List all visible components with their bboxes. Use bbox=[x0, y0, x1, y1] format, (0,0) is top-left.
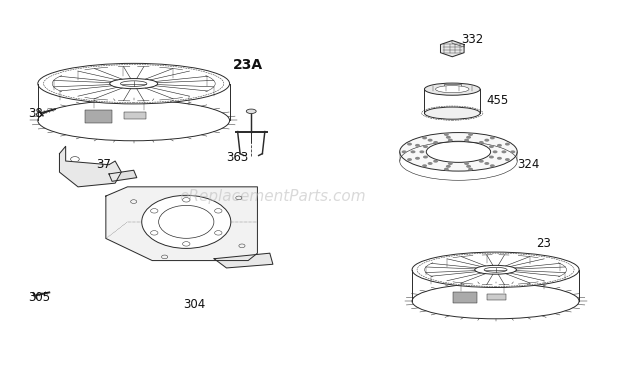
Ellipse shape bbox=[120, 81, 147, 87]
Circle shape bbox=[423, 155, 428, 158]
Circle shape bbox=[151, 209, 158, 213]
Circle shape bbox=[466, 136, 471, 139]
Bar bbox=[86, 110, 112, 122]
Text: 324: 324 bbox=[517, 158, 539, 171]
Ellipse shape bbox=[427, 141, 490, 162]
Circle shape bbox=[479, 160, 484, 163]
Circle shape bbox=[151, 231, 158, 235]
Circle shape bbox=[410, 150, 415, 153]
Circle shape bbox=[448, 139, 453, 142]
Text: 23A: 23A bbox=[232, 58, 263, 72]
Circle shape bbox=[99, 175, 107, 180]
Circle shape bbox=[422, 164, 427, 167]
Circle shape bbox=[493, 150, 497, 153]
Circle shape bbox=[484, 139, 489, 142]
Bar bbox=[124, 112, 146, 120]
Circle shape bbox=[428, 162, 433, 165]
Ellipse shape bbox=[110, 78, 157, 89]
Circle shape bbox=[407, 142, 412, 145]
Circle shape bbox=[479, 141, 484, 144]
Circle shape bbox=[444, 168, 449, 171]
Circle shape bbox=[464, 139, 469, 142]
Circle shape bbox=[505, 142, 510, 145]
Text: 455: 455 bbox=[486, 94, 508, 107]
Circle shape bbox=[159, 205, 214, 238]
Circle shape bbox=[433, 160, 438, 163]
Circle shape bbox=[182, 198, 190, 202]
Polygon shape bbox=[106, 187, 257, 260]
Circle shape bbox=[215, 231, 222, 235]
Ellipse shape bbox=[412, 252, 579, 287]
Circle shape bbox=[489, 155, 494, 158]
Ellipse shape bbox=[425, 107, 480, 119]
Circle shape bbox=[407, 158, 412, 161]
Circle shape bbox=[464, 162, 469, 165]
Circle shape bbox=[182, 242, 190, 246]
Circle shape bbox=[489, 145, 494, 148]
Bar bbox=[444, 84, 461, 91]
Circle shape bbox=[468, 168, 473, 171]
Text: 23: 23 bbox=[536, 238, 551, 250]
Circle shape bbox=[502, 150, 507, 153]
Circle shape bbox=[446, 45, 458, 52]
Polygon shape bbox=[60, 146, 122, 187]
Ellipse shape bbox=[425, 83, 480, 95]
Text: 38: 38 bbox=[29, 107, 43, 120]
Circle shape bbox=[446, 165, 451, 168]
Text: 363: 363 bbox=[226, 151, 249, 164]
Circle shape bbox=[428, 139, 433, 142]
Circle shape bbox=[510, 150, 515, 153]
Circle shape bbox=[423, 145, 428, 148]
Text: eReplacementParts.com: eReplacementParts.com bbox=[180, 189, 366, 204]
Ellipse shape bbox=[484, 268, 507, 272]
Circle shape bbox=[415, 157, 420, 160]
Ellipse shape bbox=[400, 132, 517, 171]
Circle shape bbox=[402, 150, 407, 153]
Circle shape bbox=[466, 165, 471, 168]
Circle shape bbox=[419, 150, 424, 153]
Bar bbox=[487, 294, 506, 300]
Bar bbox=[453, 292, 477, 303]
Circle shape bbox=[448, 162, 453, 165]
Polygon shape bbox=[109, 170, 137, 181]
Circle shape bbox=[415, 144, 420, 147]
Circle shape bbox=[422, 137, 427, 139]
Circle shape bbox=[433, 141, 438, 144]
Circle shape bbox=[505, 158, 510, 161]
Circle shape bbox=[497, 157, 502, 160]
Ellipse shape bbox=[38, 63, 229, 104]
Circle shape bbox=[468, 133, 473, 136]
Circle shape bbox=[490, 164, 495, 167]
Circle shape bbox=[142, 195, 231, 248]
Circle shape bbox=[497, 144, 502, 147]
Text: 305: 305 bbox=[29, 291, 51, 304]
Ellipse shape bbox=[436, 85, 469, 93]
Polygon shape bbox=[440, 40, 464, 57]
Circle shape bbox=[484, 162, 489, 165]
Text: 37: 37 bbox=[97, 158, 112, 171]
Text: 332: 332 bbox=[461, 33, 484, 46]
Circle shape bbox=[444, 133, 449, 136]
Circle shape bbox=[446, 136, 451, 139]
Polygon shape bbox=[214, 253, 273, 268]
Ellipse shape bbox=[246, 109, 256, 114]
Circle shape bbox=[215, 209, 222, 213]
Circle shape bbox=[71, 157, 79, 162]
Circle shape bbox=[490, 137, 495, 139]
Text: 304: 304 bbox=[183, 298, 205, 311]
Ellipse shape bbox=[475, 265, 516, 274]
